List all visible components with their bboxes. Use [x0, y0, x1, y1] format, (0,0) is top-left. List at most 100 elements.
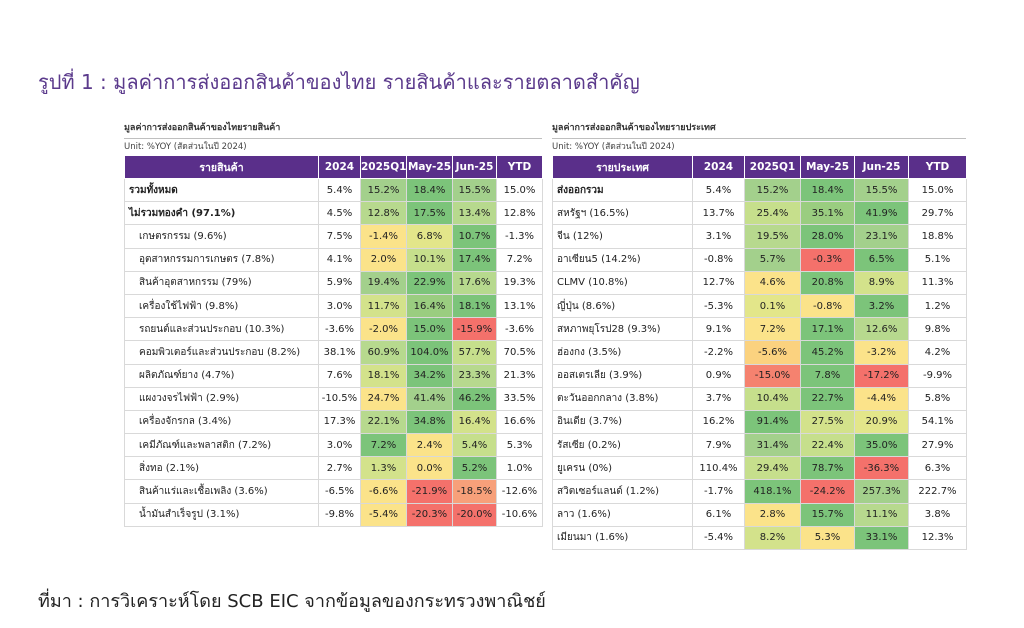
table-row: เครื่องใช้ไฟฟ้า (9.8%) 3.0% 11.7% 16.4% 18.1…: [124, 293, 543, 319]
value-cell: 10.7%: [452, 224, 497, 249]
row-label: สวิตเซอร์แลนด์ (1.2%): [552, 479, 693, 504]
table-row: ไม่รวมทองคำ (97.1%) 4.5% 12.8% 17.5% 13.4% 12…: [124, 201, 543, 226]
value-cell: 15.2%: [744, 177, 801, 203]
panel-title: มูลค่าการส่งออกสินค้าของไทยรายประเทศ: [552, 123, 716, 133]
value-cell: -5.4%: [360, 502, 407, 527]
value-cell: 4.2%: [908, 340, 967, 365]
row-label: เคมีภัณฑ์และพลาสติก (7.2%): [124, 433, 319, 458]
value-cell: 5.4%: [318, 177, 361, 203]
divider: [552, 138, 966, 139]
value-cell: 41.4%: [406, 386, 453, 411]
value-cell: 11.3%: [908, 270, 967, 295]
value-cell: -1.7%: [692, 479, 745, 504]
row-label: เครื่องจักรกล (3.4%): [124, 409, 319, 435]
value-cell: 6.8%: [406, 224, 453, 249]
value-cell: 35.0%: [854, 433, 909, 458]
value-cell: 18.4%: [800, 177, 855, 203]
column-header: May-25: [800, 155, 855, 179]
row-label: ญี่ปุ่น (8.6%): [552, 293, 693, 319]
value-cell: 2.4%: [406, 433, 453, 458]
row-label: CLMV (10.8%): [552, 270, 693, 295]
value-cell: -5.3%: [692, 293, 745, 319]
value-cell: 1.2%: [908, 293, 967, 319]
row-label: สหรัฐฯ (16.5%): [552, 201, 693, 226]
value-cell: -3.2%: [854, 340, 909, 365]
value-cell: 16.4%: [452, 409, 497, 435]
row-label: อุตสาหกรรมการเกษตร (7.8%): [124, 247, 319, 272]
table-body: รวมทั้งหมด 5.4% 15.2% 18.4% 15.5% 15.0% ไม่รวม…: [124, 177, 543, 527]
value-cell: 7.6%: [318, 363, 361, 388]
value-cell: 17.4%: [452, 247, 497, 272]
table-row: รวมทั้งหมด 5.4% 15.2% 18.4% 15.5% 15.0%: [124, 177, 543, 203]
value-cell: -18.5%: [452, 479, 497, 504]
value-cell: -5.6%: [744, 340, 801, 365]
table-row: เมียนมา (1.6%) -5.4% 8.2% 5.3% 33.1% 12.3%: [552, 525, 967, 551]
row-label: ไม่รวมทองคำ (97.1%): [124, 201, 319, 226]
value-cell: 18.8%: [908, 224, 967, 249]
value-cell: 17.3%: [318, 409, 361, 435]
value-cell: 7.8%: [800, 363, 855, 388]
value-cell: 5.3%: [496, 433, 543, 458]
table-row: เคมีภัณฑ์และพลาสติก (7.2%) 3.0% 7.2% 2.4% 5.…: [124, 433, 543, 458]
value-cell: -24.2%: [800, 479, 855, 504]
value-cell: 3.0%: [318, 293, 361, 319]
value-cell: 4.5%: [318, 201, 361, 226]
divider: [124, 138, 542, 139]
value-cell: -20.3%: [406, 502, 453, 527]
value-cell: 5.7%: [744, 247, 801, 272]
panel-title: มูลค่าการส่งออกสินค้าของไทยรายสินค้า: [124, 123, 281, 133]
value-cell: 2.7%: [318, 456, 361, 481]
value-cell: 18.1%: [452, 293, 497, 319]
row-label: สหภาพยุโรป28 (9.3%): [552, 317, 693, 342]
value-cell: 257.3%: [854, 479, 909, 504]
value-cell: 38.1%: [318, 340, 361, 365]
product-export-table: รายสินค้า 2024 2025Q1 May-25 Jun-25 YTD รวมทั…: [124, 155, 543, 527]
value-cell: 18.4%: [406, 177, 453, 203]
value-cell: 2.8%: [744, 502, 801, 527]
value-cell: 16.6%: [496, 409, 543, 435]
value-cell: 12.6%: [854, 317, 909, 342]
value-cell: 4.1%: [318, 247, 361, 272]
column-header: 2025Q1: [744, 155, 801, 179]
value-cell: 19.4%: [360, 270, 407, 295]
value-cell: 19.5%: [744, 224, 801, 249]
column-header: รายประเทศ: [552, 155, 693, 179]
value-cell: 5.2%: [452, 456, 497, 481]
value-cell: 60.9%: [360, 340, 407, 365]
value-cell: 6.1%: [692, 502, 745, 527]
value-cell: 3.7%: [692, 386, 745, 411]
value-cell: 17.1%: [800, 317, 855, 342]
value-cell: 15.0%: [496, 177, 543, 203]
row-label: ออสเตรเลีย (3.9%): [552, 363, 693, 388]
value-cell: 7.9%: [692, 433, 745, 458]
value-cell: 0.0%: [406, 456, 453, 481]
row-label: คอมพิวเตอร์และส่วนประกอบ (8.2%): [124, 340, 319, 365]
value-cell: 5.4%: [452, 433, 497, 458]
row-label: ตะวันออกกลาง (3.8%): [552, 386, 693, 411]
value-cell: -21.9%: [406, 479, 453, 504]
table-row: ส่งออกรวม 5.4% 15.2% 18.4% 15.5% 15.0%: [552, 177, 967, 203]
value-cell: 5.4%: [692, 177, 745, 203]
value-cell: 7.2%: [744, 317, 801, 342]
table-row: อินเดีย (3.7%) 16.2% 91.4% 27.5% 20.9% 54.1%: [552, 409, 967, 435]
value-cell: 8.9%: [854, 270, 909, 295]
table-row: สหรัฐฯ (16.5%) 13.7% 25.4% 35.1% 41.9% 29.7%: [552, 201, 967, 226]
value-cell: 13.7%: [692, 201, 745, 226]
row-label: เครื่องใช้ไฟฟ้า (9.8%): [124, 293, 319, 319]
value-cell: 1.0%: [496, 456, 543, 481]
value-cell: 8.2%: [744, 525, 801, 551]
value-cell: 9.8%: [908, 317, 967, 342]
value-cell: 104.0%: [406, 340, 453, 365]
value-cell: 10.4%: [744, 386, 801, 411]
column-header: May-25: [406, 155, 453, 179]
value-cell: -36.3%: [854, 456, 909, 481]
value-cell: 5.9%: [318, 270, 361, 295]
table-row: แผงวงจรไฟฟ้า (2.9%) -10.5% 24.7% 41.4% 46.2%…: [124, 386, 543, 411]
value-cell: 12.8%: [496, 201, 543, 226]
value-cell: 33.5%: [496, 386, 543, 411]
value-cell: 27.9%: [908, 433, 967, 458]
value-cell: -4.4%: [854, 386, 909, 411]
table-row: คอมพิวเตอร์และส่วนประกอบ (8.2%) 38.1% 60.9…: [124, 340, 543, 365]
column-header: YTD: [908, 155, 967, 179]
value-cell: 2.0%: [360, 247, 407, 272]
